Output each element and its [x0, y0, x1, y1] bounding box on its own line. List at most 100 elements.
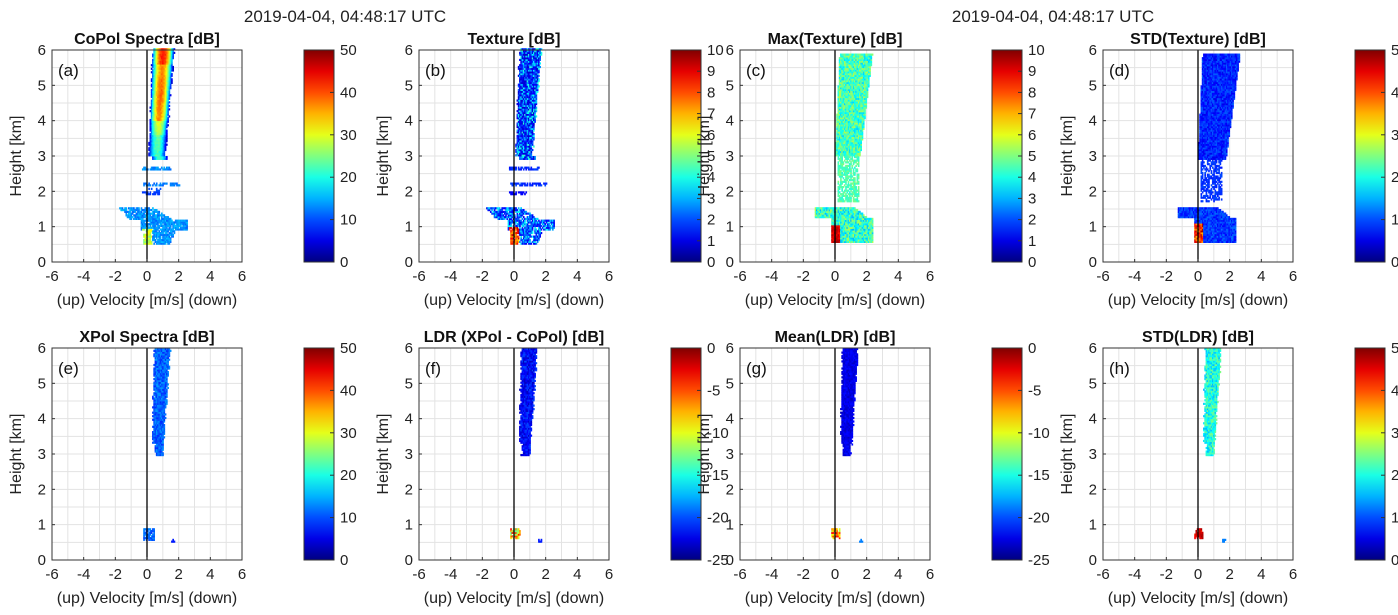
heatmap-cell	[186, 221, 188, 224]
heatmap-cell	[851, 216, 854, 219]
heatmap-cell	[850, 231, 852, 235]
heatmap-cell	[831, 231, 833, 235]
heatmap-cell	[154, 191, 157, 194]
heatmap-cell	[153, 108, 155, 111]
heatmap-cell	[842, 168, 845, 171]
heatmap-cell	[168, 92, 171, 95]
heatmap-cell	[525, 74, 528, 77]
heatmap-cell	[159, 219, 162, 222]
heatmap-cell	[531, 74, 534, 77]
heatmap-cell	[836, 221, 838, 224]
heatmap-cell	[840, 173, 842, 176]
heatmap-cell	[147, 223, 149, 226]
colorbar	[303, 49, 335, 263]
heatmap-cell	[850, 168, 852, 171]
heatmap-cell	[519, 88, 521, 92]
heatmap-cell	[538, 233, 540, 236]
heatmap-cell	[160, 81, 163, 84]
heatmap-cell	[860, 224, 862, 228]
heatmap-cell	[158, 193, 161, 196]
heatmap-cell	[851, 217, 854, 220]
heatmap-cell	[870, 235, 873, 238]
heatmap-cell	[160, 131, 163, 134]
heatmap-cell	[840, 240, 842, 243]
heatmap-cell	[500, 216, 502, 219]
heatmap-cell	[521, 69, 524, 72]
heatmap-cell	[517, 230, 520, 233]
heatmap-cell	[845, 145, 847, 148]
heatmap-cell	[155, 221, 158, 224]
heatmap-cell	[154, 55, 157, 58]
heatmap-cell	[861, 219, 864, 222]
heatmap-cell	[533, 145, 535, 148]
heatmap-cell	[847, 216, 850, 219]
heatmap-cell	[814, 209, 817, 212]
heatmap-cell	[527, 72, 530, 76]
heatmap-cell	[149, 154, 152, 157]
heatmap-cell	[531, 104, 534, 107]
heatmap-cell	[835, 152, 837, 155]
heatmap-cell	[519, 113, 521, 116]
heatmap-cell	[521, 95, 524, 99]
heatmap-cell	[159, 224, 162, 228]
heatmap-cell	[159, 104, 162, 107]
heatmap-cell	[835, 239, 837, 242]
heatmap-cell	[150, 209, 153, 212]
heatmap-cell	[840, 226, 842, 229]
heatmap-cell	[159, 125, 162, 129]
colorbar-tick-label: 10	[707, 42, 724, 59]
heatmap-cell	[852, 210, 855, 213]
heatmap-cell	[828, 214, 831, 217]
heatmap-cell	[162, 94, 164, 97]
heatmap-cell	[166, 92, 168, 95]
heatmap-cell	[529, 87, 531, 90]
y-tick-label: 4	[405, 113, 413, 130]
heatmap-cell	[164, 115, 167, 118]
heatmap-cell	[831, 224, 833, 228]
heatmap-cell	[153, 223, 155, 226]
heatmap-cell	[154, 65, 157, 69]
heatmap-cell	[821, 210, 823, 213]
heatmap-cell	[852, 148, 855, 152]
heatmap-cell	[164, 85, 167, 88]
heatmap-cell	[529, 85, 531, 88]
heatmap-cell	[864, 233, 866, 236]
heatmap-cell	[516, 140, 519, 143]
heatmap-cell	[153, 221, 155, 224]
heatmap-cell	[154, 168, 157, 171]
heatmap-cell	[154, 133, 157, 136]
heatmap-cell	[517, 92, 520, 95]
heatmap-cell	[160, 147, 163, 150]
heatmap-cell	[533, 51, 535, 54]
heatmap-cell	[543, 221, 545, 224]
heatmap-cell	[152, 76, 154, 79]
heatmap-cell	[522, 134, 525, 137]
heatmap-cell	[522, 156, 525, 159]
heatmap-cell	[824, 209, 827, 212]
heatmap-cell	[150, 168, 153, 171]
heatmap-cell	[847, 186, 850, 189]
heatmap-cell	[538, 64, 540, 67]
heatmap-cell	[533, 217, 535, 220]
heatmap-cell	[533, 168, 535, 171]
heatmap-cell	[516, 124, 519, 127]
heatmap-cell	[534, 51, 536, 54]
heatmap-cell	[871, 230, 874, 233]
heatmap-cell	[486, 207, 488, 210]
heatmap-cell	[540, 224, 543, 228]
heatmap-cell	[529, 108, 531, 111]
heatmap-cell	[847, 150, 850, 153]
heatmap-cell	[517, 140, 520, 143]
heatmap-cell	[522, 106, 525, 109]
heatmap-cell	[529, 154, 531, 157]
heatmap-cell	[553, 224, 555, 228]
heatmap-cell	[524, 74, 526, 77]
heatmap-cell	[531, 80, 534, 83]
heatmap-cell	[534, 58, 536, 61]
heatmap-cell	[168, 228, 171, 231]
heatmap-cell	[514, 235, 516, 238]
heatmap-cell	[531, 124, 534, 127]
heatmap-cell	[167, 104, 169, 107]
heatmap-cell	[155, 216, 158, 219]
heatmap-cell	[173, 224, 176, 228]
